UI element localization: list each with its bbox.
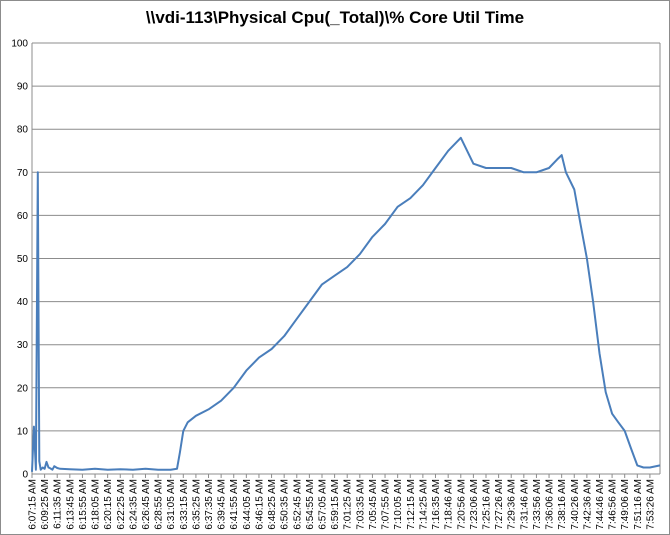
- x-tick-label: 6:44:05 AM: [242, 479, 253, 530]
- x-tick-label: 7:33:56 AM: [532, 479, 543, 530]
- x-tick-label: 6:39:45 AM: [217, 479, 228, 530]
- x-tick-label: 6:26:45 AM: [141, 479, 152, 530]
- x-tick-label: 7:12:15 AM: [406, 479, 417, 530]
- x-tick-label: 7:05:45 AM: [368, 479, 379, 530]
- y-tick-label: 0: [22, 470, 28, 481]
- y-tick-label: 70: [17, 168, 29, 179]
- series-layer: [31, 136, 661, 472]
- x-tick-label: 6:28:55 AM: [154, 479, 165, 530]
- y-tick-label: 20: [17, 383, 29, 394]
- x-tick-label: 7:49:06 AM: [620, 479, 631, 530]
- x-tick-label: 6:31:05 AM: [166, 479, 177, 530]
- x-tick-label: 6:11:35 AM: [53, 479, 64, 529]
- x-tick-label: 6:48:25 AM: [267, 479, 278, 530]
- x-tick-label: 7:03:35 AM: [355, 479, 366, 530]
- y-tick-label: 30: [17, 340, 29, 351]
- x-tick-label: 7:25:16 AM: [482, 479, 493, 530]
- x-tick-label: 7:31:46 AM: [519, 479, 530, 530]
- series-line: [31, 136, 661, 472]
- x-tick-label: 6:22:25 AM: [116, 479, 127, 530]
- x-tick-label: 6:37:35 AM: [204, 479, 215, 530]
- x-tick-label: 6:57:05 AM: [317, 479, 328, 530]
- x-tick-label: 7:23:06 AM: [469, 479, 480, 530]
- x-tick-label: 6:46:15 AM: [254, 479, 265, 530]
- x-tick-label: 7:38:16 AM: [557, 479, 568, 530]
- x-tick-labels: 6:07:15 AM 6:09:25 AM 6:11:35 AM 6:13:45 AM…: [28, 479, 657, 530]
- x-tick-label: 7:16:35 AM: [431, 479, 442, 530]
- x-tick-label: 6:33:15 AM: [179, 479, 190, 530]
- x-tick-label: 7:42:36 AM: [582, 479, 593, 530]
- x-tick-label: 7:01:25 AM: [343, 479, 354, 530]
- x-tick-label: 7:53:26 AM: [645, 479, 656, 530]
- x-tick-label: 7:18:46 AM: [444, 479, 455, 530]
- x-tick-label: 6:52:45 AM: [292, 479, 303, 530]
- x-tick-label: 7:27:26 AM: [494, 479, 505, 530]
- x-tick-label: 7:44:46 AM: [595, 479, 606, 530]
- x-tick-label: 6:07:15 AM: [28, 479, 39, 530]
- x-tick-label: 6:54:55 AM: [305, 479, 316, 530]
- x-tick-label: 7:29:36 AM: [507, 479, 518, 530]
- x-tick-label: 6:09:25 AM: [40, 479, 51, 530]
- x-tick-label: 6:59:15 AM: [330, 479, 341, 530]
- x-tick-label: 6:15:55 AM: [78, 479, 89, 530]
- x-tick-label: 6:50:35 AM: [280, 479, 291, 530]
- x-tick-label: 7:51:16 AM: [633, 479, 644, 530]
- chart-title: \\vdi-113\Physical Cpu(_Total)\% Core Ut…: [145, 8, 525, 27]
- y-tick-label: 50: [17, 254, 29, 265]
- y-tick-label: 60: [17, 211, 29, 222]
- x-tick-label: 7:40:26 AM: [570, 479, 581, 530]
- x-tick-label: 7:07:55 AM: [381, 479, 392, 530]
- y-tick-label: 80: [17, 125, 29, 136]
- x-tick-label: 7:14:25 AM: [418, 479, 429, 530]
- x-tick-label: 7:10:05 AM: [393, 479, 404, 530]
- y-tick-label: 90: [17, 82, 29, 93]
- gridlines: [32, 42, 660, 475]
- x-tick-label: 6:41:55 AM: [229, 479, 240, 530]
- x-tick-label: 6:20:15 AM: [103, 479, 114, 530]
- x-tick-label: 7:20:56 AM: [456, 479, 467, 530]
- x-tick-label: 7:46:56 AM: [608, 479, 619, 530]
- y-tick-label: 40: [17, 297, 29, 308]
- x-tick-label: 6:18:05 AM: [91, 479, 102, 530]
- y-tick-labels: 0 10 20 30 40 50 60 70 80 90 100: [11, 39, 28, 481]
- x-tick-label: 6:24:35 AM: [128, 479, 139, 530]
- x-tick-label: 7:36:06 AM: [545, 479, 556, 530]
- x-tick-label: 6:35:25 AM: [191, 479, 202, 530]
- y-tick-label: 100: [11, 39, 28, 50]
- y-tick-label: 10: [17, 426, 29, 437]
- x-tick-label: 6:13:45 AM: [65, 479, 76, 530]
- axes: [31, 43, 661, 478]
